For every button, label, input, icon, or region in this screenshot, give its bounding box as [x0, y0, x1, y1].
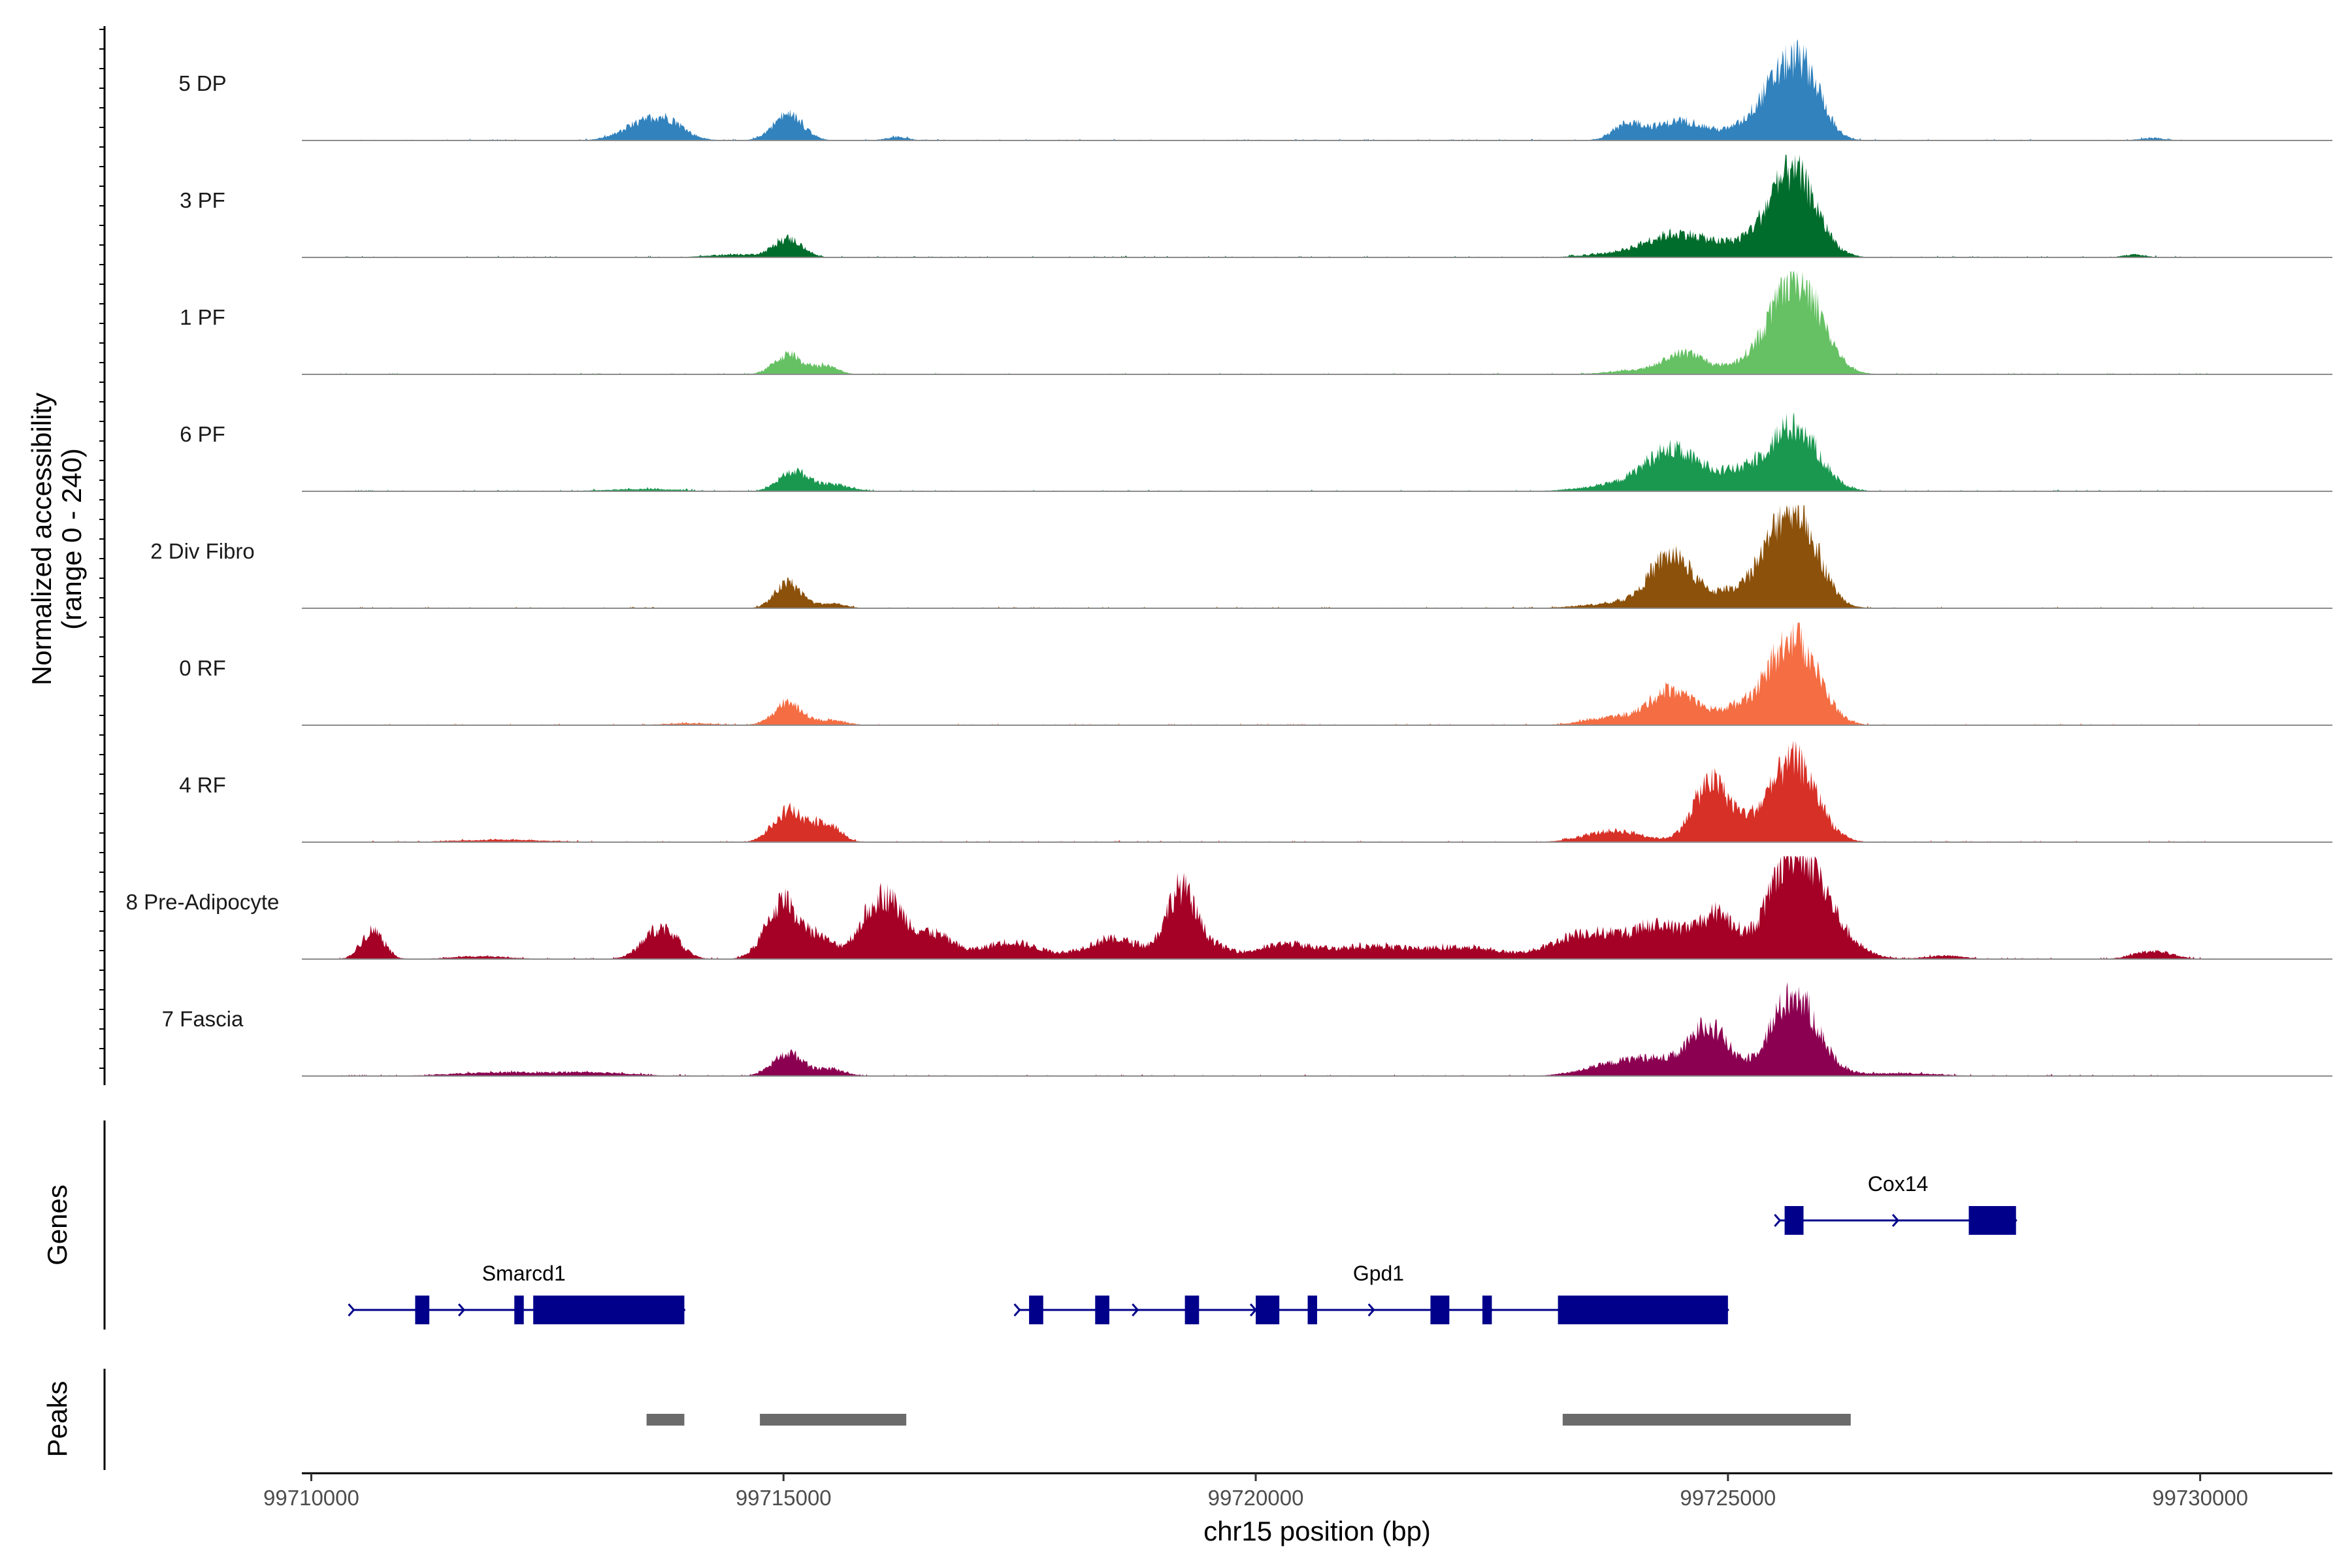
y-axis-title-line2: (range 0 - 240) [56, 448, 87, 630]
track-8-pre-adipocyte: 8 Pre-Adipocyte [126, 856, 2332, 960]
coverage-area [339, 505, 2210, 608]
x-axis-title: chr15 position (bp) [1203, 1516, 1431, 1546]
gene-cox14: Cox14 [1774, 1172, 2017, 1235]
gene-exon [1029, 1296, 1043, 1324]
track-0-rf: 0 RF [179, 622, 2332, 726]
x-tick-label: 99710000 [263, 1486, 359, 1510]
genes-section-label: Genes [42, 1184, 73, 1266]
strand-arrow [1774, 1214, 1782, 1227]
x-tick-label: 99720000 [1208, 1486, 1304, 1510]
gene-exon [533, 1296, 685, 1324]
x-tick-label: 99730000 [2152, 1486, 2248, 1510]
track-label: 2 Div Fibro [150, 539, 255, 563]
track-2-div-fibro: 2 Div Fibro [150, 505, 2332, 609]
gene-label: Gpd1 [1353, 1262, 1404, 1285]
track-3-pf: 3 PF [180, 154, 2332, 258]
y-axis-title: Normalized accessibility (range 0 - 240) [26, 393, 87, 685]
gene-exon [1430, 1296, 1450, 1324]
coverage-area [339, 856, 2210, 959]
strand-arrow [1132, 1303, 1139, 1316]
track-label: 5 DP [178, 71, 226, 95]
coverage-area [339, 982, 2210, 1076]
track-1-pf: 1 PF [180, 271, 2332, 375]
coverage-tracks: 5 DP 3 PF 1 PF 6 PF 2 Div Fibro 0 RF 4 RF 8 Pre… [126, 39, 2332, 1077]
coverage-area [339, 39, 2210, 140]
peaks-section-label: Peaks [42, 1381, 73, 1458]
x-axis: 99710000 99715000 99720000 99725000 99730000 [263, 1472, 2332, 1510]
track-label: 7 Fascia [162, 1007, 244, 1031]
track-label: 6 PF [180, 422, 225, 446]
strand-arrow [348, 1303, 355, 1316]
gene-exon [1968, 1206, 2016, 1235]
x-tick-label: 99725000 [1680, 1486, 1776, 1510]
left-axis [99, 26, 106, 1085]
track-label: 0 RF [179, 656, 226, 680]
coverage-area [339, 154, 2210, 257]
strand-arrow [1367, 1303, 1375, 1316]
gene-label: Smarcd1 [482, 1262, 566, 1285]
gene-exon [1558, 1296, 1728, 1324]
gene-gpd1: Gpd1 [1013, 1262, 1729, 1324]
track-label: 8 Pre-Adipocyte [126, 890, 280, 914]
gene-exon [1784, 1206, 1804, 1235]
gene-annotation-track: Genes Smarcd1 Gpd1 Cox14 [42, 1120, 2017, 1330]
gene-label: Cox14 [1868, 1172, 1929, 1196]
gene-smarcd1: Smarcd1 [348, 1262, 686, 1324]
track-7-fascia: 7 Fascia [162, 982, 2332, 1077]
peak-region [760, 1414, 907, 1426]
coverage-area [339, 412, 2210, 491]
peaks-track: Peaks [42, 1369, 1851, 1470]
strand-arrow [458, 1303, 466, 1316]
peak-region [1562, 1414, 1851, 1426]
strand-arrow [1891, 1214, 1900, 1227]
track-6-pf: 6 PF [180, 412, 2332, 492]
strand-arrow [1013, 1303, 1021, 1316]
coverage-area [339, 740, 2210, 842]
gene-exon [1307, 1296, 1317, 1324]
track-label: 1 PF [180, 305, 225, 329]
track-4-rf: 4 RF [179, 740, 2332, 843]
gene-exon [514, 1296, 524, 1324]
track-label: 3 PF [180, 188, 225, 212]
x-tick-label: 99715000 [736, 1486, 832, 1510]
track-5-dp: 5 DP [178, 39, 2332, 141]
peak-region [646, 1414, 685, 1426]
gene-exon [1256, 1296, 1280, 1324]
y-axis-title-line1: Normalized accessibility [26, 393, 57, 685]
gene-exon [415, 1296, 430, 1324]
gene-exon [1482, 1296, 1492, 1324]
coverage-area [339, 271, 2210, 374]
gene-exon [1095, 1296, 1109, 1324]
track-label: 4 RF [179, 773, 226, 797]
coverage-area [339, 622, 2210, 725]
gene-exon [1184, 1296, 1200, 1324]
